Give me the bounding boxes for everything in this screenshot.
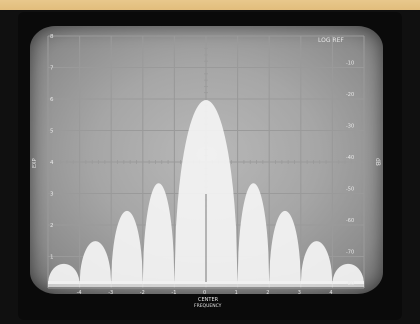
left-tick-label: 7 <box>50 66 54 72</box>
right-tick-label: -40 <box>346 155 354 161</box>
spectrum-lobe <box>300 241 333 284</box>
bottom-tick-label: 3 <box>298 290 301 294</box>
left-tick-label: 1 <box>50 255 54 261</box>
spectrum-lobe <box>269 210 301 284</box>
bottom-tick-label: -2 <box>140 290 145 294</box>
bottom-tick-label: 2 <box>266 290 269 294</box>
left-tick-label: 5 <box>50 129 54 135</box>
baseline-trace <box>48 281 364 287</box>
right-tick-label: -70 <box>346 249 354 255</box>
left-tick-label: 6 <box>50 97 54 103</box>
bottom-tick-label: 0 <box>203 290 206 294</box>
right-tick-label: -50 <box>346 186 354 192</box>
spectrum-lobe <box>332 263 364 284</box>
left-tick-label: 8 <box>50 34 54 40</box>
left-tick-label: 3 <box>50 192 54 198</box>
bottom-tick-label: 4 <box>329 290 332 294</box>
right-tick-label: -60 <box>346 218 354 224</box>
spectrum-lobe <box>111 210 143 284</box>
bottom-tick-label: -4 <box>77 290 82 294</box>
left-tick-label: 4 <box>50 160 54 166</box>
bottom-tick-label: 1 <box>235 290 238 294</box>
crt-screen: 8 7 6 5 4 3 2 1 -10 -20 -30 -40 -50 -60 -70 -80 -4 -3 -2 -1… <box>30 26 383 294</box>
spectrum-lobe <box>174 100 238 284</box>
spectrum-lobe <box>142 183 175 284</box>
spectrum-lobe <box>48 263 80 284</box>
right-tick-label: -80 <box>346 281 354 287</box>
left-tick-label: 2 <box>50 223 54 229</box>
spectrum-trace <box>48 100 364 287</box>
bottom-tick-label: -3 <box>108 290 113 294</box>
spectrum-lobe <box>237 183 270 284</box>
right-tick-label: -10 <box>346 60 354 66</box>
right-tick-label: -30 <box>346 123 354 129</box>
right-tick-label: -20 <box>346 92 354 98</box>
spectrum-lobe <box>79 241 112 284</box>
bottom-tick-label: -1 <box>171 290 176 294</box>
